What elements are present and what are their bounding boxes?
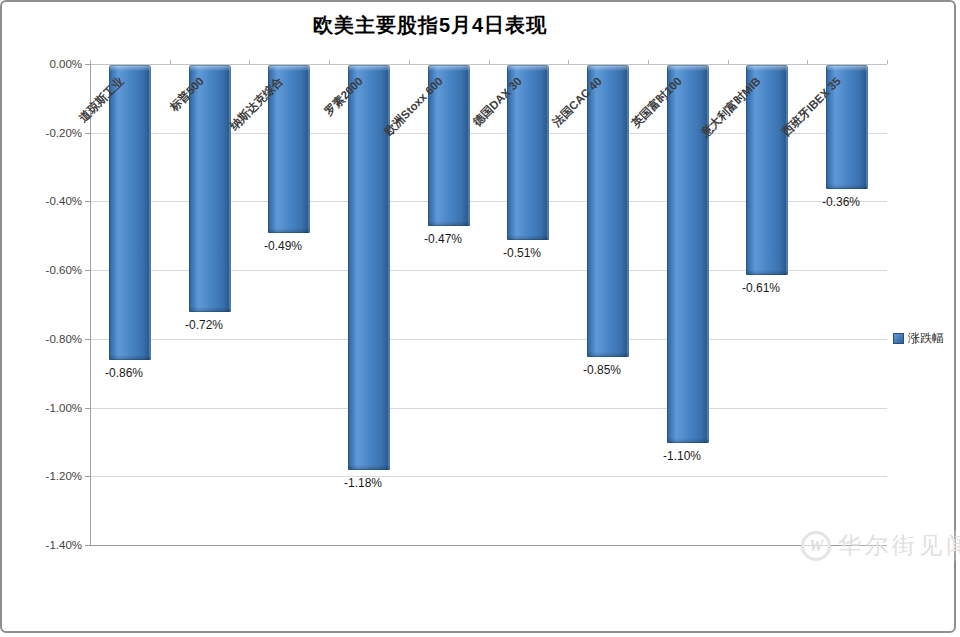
bar-value-label: -0.36% bbox=[806, 195, 876, 209]
bar-value-label: -0.72% bbox=[169, 318, 239, 332]
gridline bbox=[90, 545, 887, 546]
bar-value-label: -0.61% bbox=[726, 281, 796, 295]
x-axis-tick bbox=[887, 60, 888, 64]
y-axis-tick-label: -0.60% bbox=[12, 264, 82, 276]
legend-label: 涨跌幅 bbox=[908, 330, 944, 347]
bar-value-label: -0.85% bbox=[567, 363, 637, 377]
y-axis-tick-label: -1.20% bbox=[12, 470, 82, 482]
chart-frame: 欧美主要股指5月4日表现 0.00%-0.20%-0.40%-0.60%-0.8… bbox=[0, 0, 956, 633]
y-axis-tick-label: 0.00% bbox=[12, 58, 82, 70]
bar-value-label: -0.47% bbox=[408, 232, 478, 246]
watermark-text: 华尔街见闻 bbox=[838, 530, 960, 561]
y-axis-tick bbox=[85, 545, 90, 546]
bar-value-label: -0.51% bbox=[487, 246, 557, 260]
bar-value-label: -1.10% bbox=[647, 449, 717, 463]
legend: 涨跌幅 bbox=[893, 330, 944, 347]
watermark: W 华尔街见闻 bbox=[801, 530, 960, 561]
watermark-logo-icon: W bbox=[801, 531, 831, 561]
bar-value-label: -1.18% bbox=[328, 476, 398, 490]
bar-value-label: -0.49% bbox=[248, 239, 318, 253]
bar-value-label: -0.86% bbox=[89, 366, 159, 380]
y-axis-tick-label: -0.80% bbox=[12, 333, 82, 345]
chart-title: 欧美主要股指5月4日表现 bbox=[2, 12, 858, 39]
bar-8 bbox=[667, 65, 709, 443]
bar-2 bbox=[189, 65, 231, 312]
legend-swatch-icon bbox=[893, 333, 904, 344]
y-axis-tick-label: -1.40% bbox=[12, 539, 82, 551]
y-axis-tick-label: -1.00% bbox=[12, 402, 82, 414]
